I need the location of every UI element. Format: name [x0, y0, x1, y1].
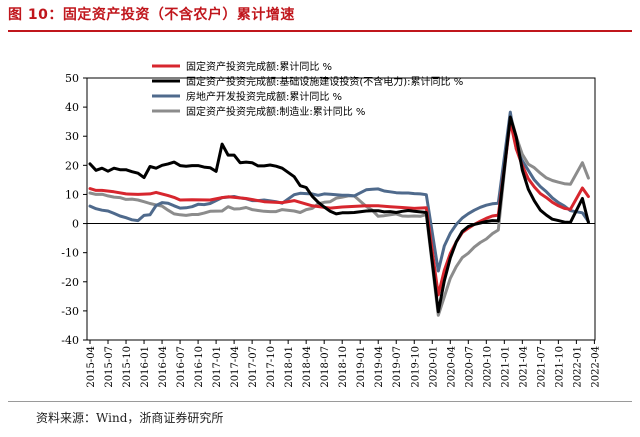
plot-frame: [86, 77, 596, 341]
y-tick-label: 0: [72, 218, 79, 231]
x-tick-label: 2018-01: [284, 346, 295, 388]
figure-title: 图 10：固定资产投资（不含农户）累计增速: [8, 7, 295, 23]
x-tick-label: 2022-01: [572, 346, 583, 388]
y-tick-label: 10: [65, 188, 79, 201]
y-tick-label: -20: [61, 276, 79, 289]
x-tick-label: 2020-01: [428, 346, 439, 388]
y-tick-label: 40: [65, 101, 79, 114]
x-tick-label: 2016-01: [140, 346, 151, 388]
bottom-rule: [8, 401, 632, 402]
y-tick-label: -30: [61, 305, 79, 318]
x-tick-label: 2018-04: [302, 346, 313, 388]
series-line-1: [88, 120, 590, 297]
x-tick-label: 2018-07: [320, 346, 331, 388]
x-tick-label: 2022-04: [590, 346, 601, 388]
x-tick-label: 2017-04: [230, 346, 241, 388]
x-tick-label: 2016-10: [194, 346, 205, 388]
source-note: 资料来源：Wind，浙商证券研究所: [36, 411, 224, 425]
x-tick-label: 2021-07: [536, 346, 547, 388]
y-tick-label: -40: [61, 334, 79, 347]
x-tick-label: 2019-01: [356, 346, 367, 388]
series-line-4: [88, 113, 590, 317]
legend-label-2: 固定资产投资完成额:基础设施建设投资(不含电力):累计同比 %: [186, 75, 463, 88]
x-tick-label: 2021-01: [500, 346, 511, 388]
x-tick-label: 2017-10: [266, 346, 277, 388]
series-line-2: [88, 115, 590, 314]
legend-label-3: 房地产开发投资完成额:累计同比 %: [186, 90, 342, 103]
x-tick-label: 2016-04: [158, 346, 169, 388]
x-tick-label: 2021-10: [554, 346, 565, 388]
legend-label-4: 固定资产投资完成额:制造业:累计同比 %: [186, 105, 365, 118]
y-tick-label: -10: [61, 247, 79, 260]
legend-label-1: 固定资产投资完成额:累计同比 %: [186, 60, 332, 73]
x-tick-label: 2016-07: [176, 346, 187, 388]
x-tick-label: 2015-10: [122, 346, 133, 388]
x-tick-label: 2015-04: [86, 346, 97, 388]
x-tick-label: 2020-10: [482, 346, 493, 388]
x-tick-label: 2018-10: [338, 346, 349, 388]
x-tick-label: 2019-10: [410, 346, 421, 388]
x-tick-label: 2020-04: [446, 346, 457, 388]
y-tick-label: 50: [65, 72, 79, 85]
x-tick-label: 2020-07: [464, 346, 475, 388]
y-tick-label: 20: [65, 159, 79, 172]
x-tick-label: 2015-07: [104, 346, 115, 388]
x-tick-label: 2017-01: [212, 346, 223, 388]
y-tick-label: 30: [65, 130, 79, 143]
title-rule: [8, 30, 632, 32]
x-tick-label: 2017-07: [248, 346, 259, 388]
x-tick-label: 2019-07: [392, 346, 403, 388]
x-tick-label: 2019-04: [374, 346, 385, 388]
x-tick-label: 2021-04: [518, 346, 529, 388]
